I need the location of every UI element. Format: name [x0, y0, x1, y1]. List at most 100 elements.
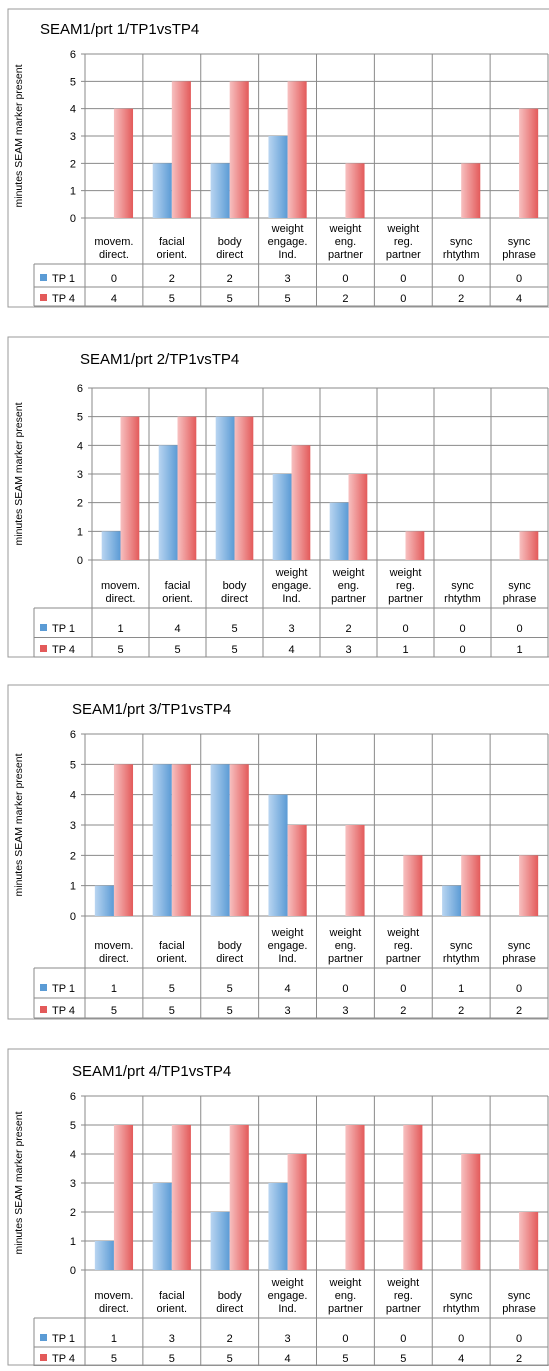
table-value: 1	[458, 983, 464, 995]
y-tick-label: 6	[70, 729, 76, 741]
table-value: 5	[231, 644, 237, 656]
chart-frame	[7, 1048, 549, 1366]
bar-tp4	[229, 1125, 249, 1270]
category-label: weight eng. partner	[328, 1277, 363, 1315]
table-value: 5	[169, 1353, 175, 1365]
y-tick-label: 3	[77, 469, 83, 481]
chart-title: SEAM1/prt 2/TP1vsTP4	[80, 351, 239, 368]
bar-tp4	[519, 108, 539, 218]
bar-tp1	[152, 1183, 172, 1270]
table-value: 0	[402, 623, 408, 635]
category-label: weight reg. partner	[386, 927, 421, 965]
y-tick-label: 2	[77, 498, 83, 510]
bar-tp1	[101, 531, 121, 560]
chart-2: SEAM1/prt 2/TP1vsTP4 minutes SEAM marker …	[7, 336, 549, 658]
category-label: body direct	[216, 236, 243, 261]
y-axis-label: minutes SEAM marker present	[13, 753, 25, 896]
table-value: 5	[111, 1353, 117, 1365]
y-tick-label: 5	[70, 1120, 76, 1132]
bar-tp4	[177, 416, 197, 560]
table-value: 5	[169, 293, 175, 305]
category-label: weight eng. partner	[331, 567, 366, 605]
table-value: 3	[345, 644, 351, 656]
bar-tp1	[158, 445, 178, 560]
category-label: weight eng. partner	[328, 223, 363, 261]
category-label: facial orient.	[157, 940, 188, 965]
y-tick-label: 3	[70, 131, 76, 143]
category-label: movem. direct.	[94, 236, 133, 261]
chart-frame	[7, 8, 549, 308]
category-label: sync rhtythm	[443, 1290, 480, 1315]
table-value: 4	[285, 1353, 291, 1365]
table-value: 0	[458, 273, 464, 285]
bar-tp4	[287, 1154, 307, 1270]
y-axis-label: minutes SEAM marker present	[13, 402, 25, 545]
bar-tp4	[291, 445, 311, 560]
table-value: 0	[459, 644, 465, 656]
table-value: 1	[117, 623, 123, 635]
legend-label: TP 1	[52, 1333, 75, 1345]
bar-tp1	[94, 1241, 114, 1270]
category-label: weight engage. Ind.	[268, 1277, 308, 1315]
bar-tp4	[461, 163, 481, 218]
table-value: 2	[516, 1353, 522, 1365]
table-value: 4	[516, 293, 522, 305]
legend-label: TP 1	[52, 273, 75, 285]
bar-tp4	[171, 81, 191, 218]
bar-tp4	[287, 825, 307, 916]
category-label: facial orient.	[157, 236, 188, 261]
table-value: 2	[458, 293, 464, 305]
category-label: movem. direct.	[101, 580, 140, 605]
bar-tp4	[348, 474, 368, 560]
y-tick-label: 2	[70, 1207, 76, 1219]
legend-key-tp1	[40, 984, 47, 991]
bar-tp1	[210, 1212, 230, 1270]
chart-4: SEAM1/prt 4/TP1vsTP4 minutes SEAM marker …	[7, 1048, 549, 1367]
y-tick-label: 4	[70, 1149, 76, 1161]
bar-tp4	[171, 1125, 191, 1270]
table-value: 5	[169, 983, 175, 995]
table-value: 2	[458, 1005, 464, 1017]
legend-label: TP 4	[52, 1353, 75, 1365]
category-label: sync phrase	[502, 940, 536, 965]
table-value: 4	[458, 1353, 464, 1365]
table-value: 5	[174, 644, 180, 656]
table-value: 1	[111, 1333, 117, 1345]
bar-tp4	[113, 1125, 134, 1270]
bar-tp4	[403, 1125, 423, 1270]
y-tick-label: 6	[77, 383, 83, 395]
table-value: 5	[227, 1005, 233, 1017]
table-value: 0	[400, 983, 406, 995]
y-tick-label: 5	[70, 759, 76, 771]
bar-tp4	[403, 855, 423, 916]
table-value: 2	[516, 1005, 522, 1017]
y-tick-label: 2	[70, 158, 76, 170]
legend-key-tp1	[40, 624, 47, 631]
bar-tp4	[120, 416, 140, 560]
category-label: weight engage. Ind.	[272, 567, 312, 605]
category-label: facial orient.	[157, 1290, 188, 1315]
y-tick-label: 1	[77, 526, 83, 538]
y-tick-label: 0	[70, 1265, 76, 1277]
table-value: 0	[111, 273, 117, 285]
table-value: 0	[400, 293, 406, 305]
bar-tp1	[152, 163, 172, 218]
bar-tp4	[113, 764, 134, 916]
y-tick-label: 1	[70, 881, 76, 893]
category-label: sync phrase	[503, 580, 537, 605]
bar-tp1	[215, 416, 235, 560]
table-value: 5	[117, 644, 123, 656]
table-value: 5	[400, 1353, 406, 1365]
category-label: body direct	[216, 1290, 243, 1315]
bar-tp4	[519, 531, 539, 560]
legend-label: TP 4	[52, 644, 75, 656]
category-label: movem. direct.	[94, 940, 133, 965]
legend-key-tp1	[40, 1334, 47, 1341]
table-value: 4	[288, 644, 294, 656]
category-label: movem. direct.	[94, 1290, 133, 1315]
category-label: weight engage. Ind.	[268, 927, 308, 965]
bar-tp4	[229, 764, 249, 916]
table-value: 0	[458, 1333, 464, 1345]
table-value: 5	[227, 293, 233, 305]
y-tick-label: 5	[77, 412, 83, 424]
